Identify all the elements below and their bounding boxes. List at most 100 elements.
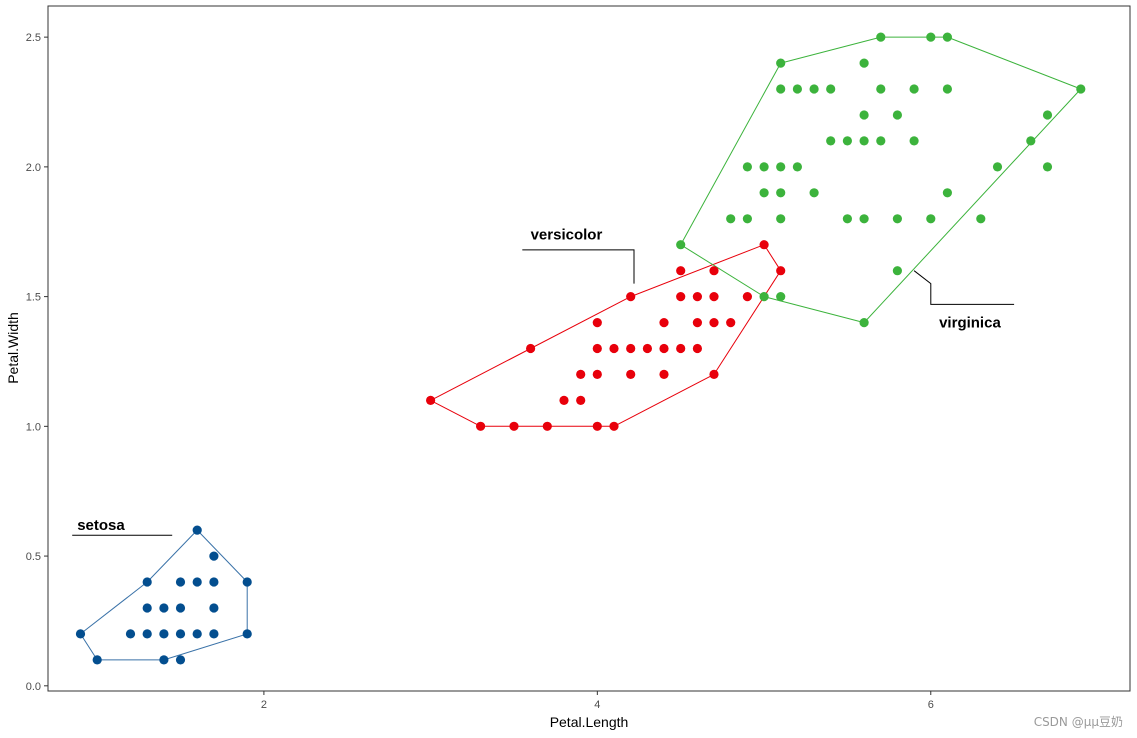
- versicolor-point: [709, 292, 719, 302]
- y-tick-label: 2.0: [26, 162, 41, 174]
- group-hulls: [80, 36, 1082, 661]
- setosa-point: [142, 577, 152, 587]
- setosa-point: [142, 629, 152, 639]
- virginica-point: [776, 58, 786, 68]
- versicolor-point: [509, 421, 519, 431]
- setosa-point: [75, 629, 86, 639]
- virginica-point: [1042, 162, 1053, 172]
- versicolor-point: [542, 421, 552, 431]
- virginica-point: [776, 292, 786, 302]
- virginica-point: [842, 136, 853, 146]
- setosa-point: [192, 577, 202, 587]
- versicolor-point: [576, 395, 586, 405]
- versicolor-point: [676, 292, 686, 302]
- virginica-point: [942, 188, 953, 198]
- virginica-point: [909, 136, 919, 146]
- virginica-point: [1026, 136, 1036, 146]
- panel-border: [47, 5, 1131, 692]
- versicolor-point: [676, 266, 686, 276]
- versicolor-label-line: [522, 249, 635, 284]
- setosa-point: [175, 655, 186, 665]
- virginica-point: [776, 162, 786, 172]
- y-tick-label: 0.5: [26, 551, 41, 563]
- versicolor-point: [742, 292, 753, 302]
- x-tick-label: 6: [928, 699, 934, 711]
- versicolor-point: [709, 266, 719, 276]
- setosa-point: [175, 603, 186, 613]
- versicolor-point: [692, 343, 703, 354]
- y-tick-label: 0.0: [26, 681, 41, 693]
- virginica-point: [759, 292, 769, 302]
- setosa-point: [209, 551, 219, 561]
- virginica-point: [776, 214, 786, 224]
- virginica-point: [892, 266, 903, 276]
- setosa-point: [92, 655, 102, 665]
- virginica-point: [876, 84, 886, 94]
- virginica-point: [842, 214, 853, 224]
- versicolor-point: [426, 395, 436, 405]
- virginica-point: [892, 214, 903, 224]
- y-axis: 0.0 0.5 1.0 1.5 2.0 2.5: [26, 32, 48, 693]
- setosa-point: [142, 603, 152, 613]
- virginica-point: [859, 110, 869, 120]
- versicolor-point: [659, 343, 669, 354]
- versicolor-point: [626, 292, 636, 302]
- versicolor-point: [626, 343, 636, 354]
- versicolor-point: [476, 421, 486, 431]
- virginica-point: [876, 32, 886, 42]
- virginica-point: [676, 240, 686, 250]
- virginica-label: virginica: [939, 315, 1001, 332]
- setosa-point: [209, 577, 219, 587]
- virginica-point: [776, 188, 786, 198]
- virginica-point: [776, 84, 786, 94]
- y-tick-label: 1.0: [26, 421, 41, 433]
- versicolor-point: [626, 369, 636, 379]
- versicolor-point: [576, 369, 586, 379]
- virginica-point: [792, 84, 803, 94]
- virginica-point: [859, 58, 869, 68]
- versicolor-point: [592, 318, 602, 328]
- virginica-label-line: [913, 270, 1015, 305]
- versicolor-point: [692, 292, 703, 302]
- setosa-point: [209, 603, 219, 613]
- versicolor-point: [609, 343, 619, 354]
- setosa-hull: [80, 529, 248, 661]
- versicolor-point: [659, 318, 669, 328]
- virginica-point: [742, 214, 753, 224]
- versicolor-point: [592, 343, 602, 354]
- setosa-point: [125, 629, 136, 639]
- setosa-point: [192, 629, 202, 639]
- virginica-point: [826, 136, 836, 146]
- virginica-point: [942, 84, 953, 94]
- setosa-point: [242, 629, 252, 639]
- setosa-point: [159, 603, 169, 613]
- virginica-point: [792, 162, 803, 172]
- data-points: [75, 32, 1086, 665]
- setosa-point: [175, 629, 186, 639]
- setosa-point: [159, 629, 169, 639]
- virginica-point: [942, 32, 953, 42]
- x-tick-label: 4: [594, 699, 600, 711]
- versicolor-point: [559, 395, 569, 405]
- virginica-point: [726, 214, 736, 224]
- virginica-point: [926, 32, 936, 42]
- virginica-point: [876, 136, 886, 146]
- versicolor-point: [776, 266, 786, 276]
- x-tick-label: 2: [261, 699, 267, 711]
- versicolor-hull: [430, 244, 782, 427]
- setosa-label: setosa: [77, 517, 125, 534]
- versicolor-point: [659, 369, 669, 379]
- versicolor-label: versicolor: [531, 227, 603, 244]
- y-tick-label: 2.5: [26, 32, 41, 44]
- virginica-point: [1076, 84, 1086, 94]
- setosa-point: [209, 629, 219, 639]
- virginica-hull: [680, 36, 1082, 324]
- virginica-point: [859, 136, 869, 146]
- versicolor-point: [642, 343, 653, 354]
- virginica-point: [809, 84, 819, 94]
- setosa-point: [175, 577, 186, 587]
- versicolor-point: [709, 369, 719, 379]
- versicolor-point: [676, 343, 686, 354]
- versicolor-point: [726, 318, 736, 328]
- virginica-point: [976, 214, 986, 224]
